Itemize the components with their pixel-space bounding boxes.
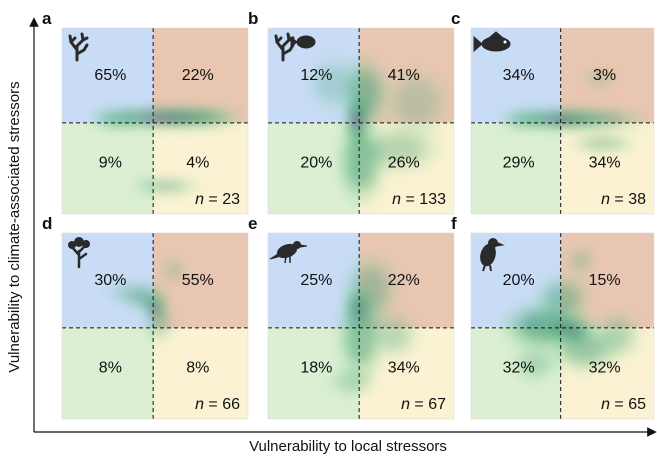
percent-bottom-left: 8% bbox=[99, 360, 122, 377]
percent-top-right: 3% bbox=[593, 67, 616, 84]
sample-size: n = 65 bbox=[601, 396, 646, 413]
percent-bottom-left: 9% bbox=[99, 155, 122, 172]
percent-top-left: 34% bbox=[503, 67, 535, 84]
density-blob bbox=[115, 286, 158, 299]
density-blob bbox=[99, 113, 136, 126]
density-layer bbox=[328, 253, 418, 396]
density-layer bbox=[503, 246, 641, 382]
density-layer bbox=[103, 258, 186, 341]
percent-bottom-right: 4% bbox=[186, 155, 209, 172]
quadrant-top-left bbox=[62, 233, 154, 328]
panel-f: f 20% 15% 32% 32% n = 65 bbox=[451, 214, 655, 420]
density-blob bbox=[572, 251, 590, 270]
percent-top-right: 41% bbox=[388, 67, 420, 84]
percent-bottom-right: 32% bbox=[589, 360, 621, 377]
panel-frame bbox=[267, 27, 455, 215]
density-blob bbox=[159, 111, 225, 124]
density-blob bbox=[520, 351, 550, 376]
panel-e: e 25% 22% 18% 34% n = 67 bbox=[248, 214, 455, 420]
panel-d: d 30% 55% 8% 8% n = 66 bbox=[42, 214, 249, 420]
density-blob bbox=[379, 320, 410, 351]
density-blob bbox=[371, 134, 425, 164]
percent-bottom-left: 32% bbox=[503, 360, 535, 377]
percent-bottom-right: 26% bbox=[388, 155, 420, 172]
panel-a: a 65% 22% 9% 4% n = 23 bbox=[42, 9, 249, 215]
percent-bottom-right: 8% bbox=[186, 360, 209, 377]
percent-top-left: 12% bbox=[300, 67, 332, 84]
sample-size: n = 66 bbox=[195, 396, 240, 413]
density-blob bbox=[141, 181, 187, 191]
density-blob bbox=[508, 113, 544, 126]
panel-b: b 12% 41% 20% 26% n = 133 bbox=[248, 9, 455, 215]
panel-label: c bbox=[451, 9, 460, 28]
sample-size: n = 67 bbox=[401, 396, 446, 413]
mammal-icon bbox=[480, 238, 505, 272]
fish-icon bbox=[473, 31, 511, 53]
panel-frame bbox=[470, 232, 655, 420]
panel-frame bbox=[61, 232, 249, 420]
percent-top-right: 15% bbox=[589, 272, 621, 289]
percent-top-right: 22% bbox=[388, 272, 420, 289]
percent-bottom-left: 29% bbox=[503, 155, 535, 172]
percent-bottom-right: 34% bbox=[388, 360, 420, 377]
sample-size: n = 133 bbox=[392, 191, 446, 208]
density-blob bbox=[602, 320, 633, 351]
coral-fish-icon bbox=[274, 32, 316, 62]
percent-top-right: 55% bbox=[182, 272, 214, 289]
y-axis-label: Vulnerability to climate-associated stre… bbox=[6, 81, 23, 372]
density-blob bbox=[394, 80, 440, 125]
quadrant-bottom-right bbox=[153, 327, 248, 419]
tree-icon bbox=[68, 237, 90, 269]
quadrant-bottom-left bbox=[62, 122, 154, 214]
percent-bottom-right: 34% bbox=[589, 155, 621, 172]
quadrant-bottom-right bbox=[153, 122, 248, 214]
density-blob bbox=[166, 262, 182, 278]
sample-size: n = 23 bbox=[195, 191, 240, 208]
percent-top-left: 25% bbox=[300, 272, 332, 289]
quadrant-top-right bbox=[153, 28, 248, 123]
density-blob bbox=[553, 113, 627, 126]
density-blob bbox=[149, 310, 168, 335]
percent-top-left: 65% bbox=[94, 67, 126, 84]
panel-label: e bbox=[248, 214, 257, 233]
quadrant-bottom-left bbox=[471, 122, 561, 214]
panel-frame bbox=[267, 232, 455, 420]
percent-top-left: 20% bbox=[503, 272, 535, 289]
density-blob bbox=[544, 283, 581, 313]
bird-icon bbox=[269, 241, 308, 264]
percent-top-left: 30% bbox=[94, 272, 126, 289]
percent-top-right: 22% bbox=[182, 67, 214, 84]
coral-icon bbox=[68, 32, 89, 62]
sample-size: n = 38 bbox=[601, 191, 646, 208]
percent-bottom-left: 20% bbox=[300, 155, 332, 172]
density-blob bbox=[336, 372, 367, 391]
density-layer bbox=[498, 71, 648, 151]
panel-frame bbox=[61, 27, 249, 215]
density-blob bbox=[315, 65, 351, 102]
x-axis-label: Vulnerability to local stressors bbox=[249, 438, 447, 455]
density-blob bbox=[587, 73, 611, 83]
panel-label: d bbox=[42, 214, 52, 233]
density-layer bbox=[305, 55, 452, 204]
percent-bottom-left: 18% bbox=[300, 360, 332, 377]
panel-label: a bbox=[42, 9, 52, 28]
panel-label: f bbox=[451, 214, 457, 233]
panel-frame bbox=[470, 27, 655, 215]
panels: a 65% 22% 9% 4% n = 23 b 12% 41% 20% 26% n = 133 c 34… bbox=[42, 9, 655, 420]
panel-label: b bbox=[248, 9, 258, 28]
density-blob bbox=[582, 138, 624, 148]
quadrant-bottom-left bbox=[62, 327, 154, 419]
panel-c: c 34% 3% 29% 34% n = 38 bbox=[451, 9, 655, 215]
density-blob bbox=[352, 266, 389, 312]
